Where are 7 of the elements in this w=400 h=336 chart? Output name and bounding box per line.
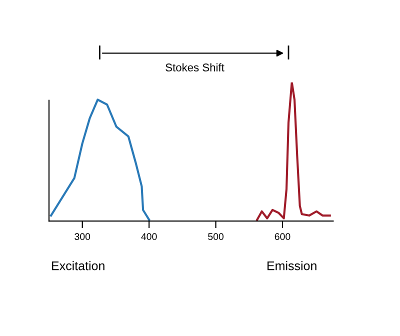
x-tick-label: 300 <box>74 233 90 240</box>
x-tick-label: 600 <box>274 233 290 240</box>
text: Emission <box>268 261 316 270</box>
text: Excitation <box>52 261 104 270</box>
x-tick-label: 500 <box>208 233 224 240</box>
text: Stokes Shift <box>166 63 224 72</box>
x-tick-label: 400 <box>141 233 157 240</box>
